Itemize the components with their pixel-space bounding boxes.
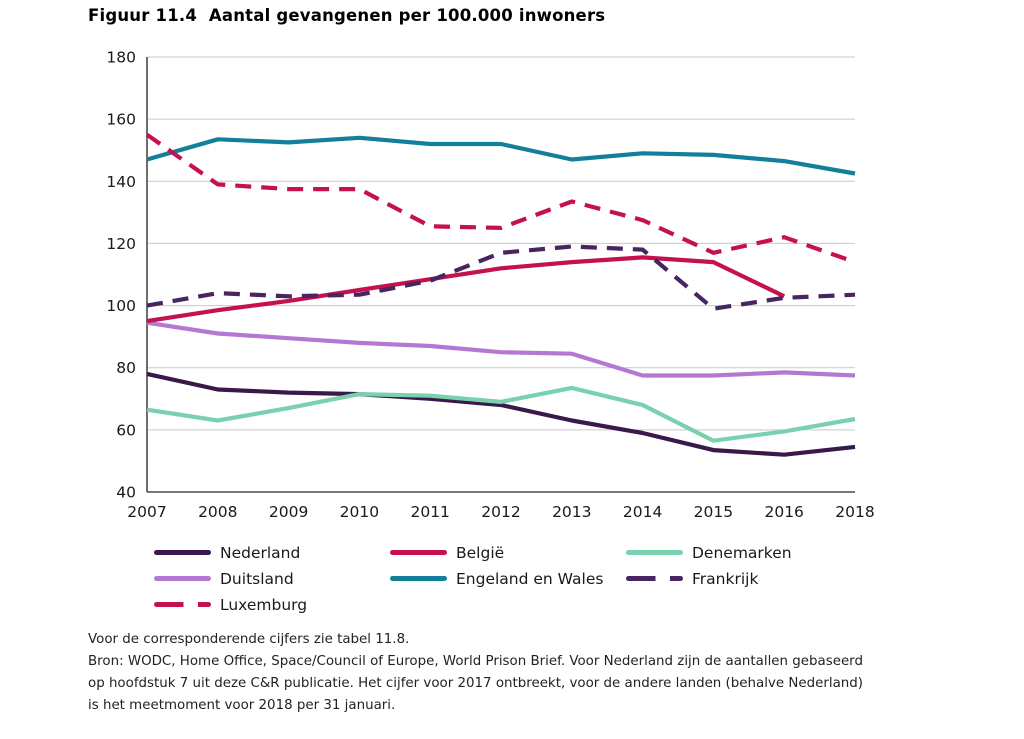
- page-title: Figuur 11.4 Aantal gevangenen per 100.00…: [88, 6, 606, 25]
- y-tick-label-160: 160: [106, 111, 136, 129]
- footnote-source: Bron: WODC, Home Office, Space/Council o…: [88, 654, 863, 713]
- frankrijk-line-swatch-icon: [626, 576, 683, 581]
- x-tick-label-2010: 2010: [340, 503, 379, 521]
- legend-label: België: [456, 543, 505, 562]
- x-tick-label-2014: 2014: [623, 503, 662, 521]
- x-tick-label-2012: 2012: [481, 503, 520, 521]
- luxemburg-line-swatch-icon: [154, 602, 211, 607]
- x-tick-label-2009: 2009: [269, 503, 308, 521]
- y-tick-label-180: 180: [106, 49, 136, 67]
- x-tick-label-2015: 2015: [694, 503, 733, 521]
- line-duitsland: [146, 320, 856, 378]
- y-tick-label-120: 120: [106, 235, 136, 253]
- line-denemarken: [146, 385, 856, 443]
- line-nederland: [146, 371, 856, 457]
- line-frankrijk: [146, 244, 856, 311]
- legend-label: Nederland: [220, 543, 301, 562]
- legend-item-denemarken: Denemarken: [626, 543, 926, 562]
- line-engeland-en-wales: [146, 135, 856, 176]
- legend-item-frankrijk: Frankrijk: [626, 569, 926, 588]
- denemarken-line-swatch-icon: [626, 550, 683, 555]
- legend-item-duitsland: Duitsland: [154, 569, 390, 588]
- legend-label: Luxemburg: [220, 595, 308, 614]
- y-tick-label-100: 100: [106, 297, 136, 315]
- y-tick-label-60: 60: [116, 421, 136, 439]
- belgie-line-swatch-icon: [390, 550, 447, 555]
- x-tick-label-2013: 2013: [552, 503, 591, 521]
- footnote-reference: Voor de corresponderende cijfers zie tab…: [88, 632, 410, 647]
- legend-label: Denemarken: [692, 543, 792, 562]
- nederland-line-swatch-icon: [154, 550, 211, 555]
- line-luxemburg: [145, 132, 856, 265]
- y-tick-label-140: 140: [106, 173, 136, 191]
- x-tick-label-2011: 2011: [410, 503, 449, 521]
- duitsland-line-swatch-icon: [154, 576, 211, 581]
- footnotes: Voor de corresponderende cijfers zie tab…: [88, 629, 866, 717]
- legend-item-engeland-en-wales: Engeland en Wales: [390, 569, 626, 588]
- y-tick-label-80: 80: [116, 359, 136, 377]
- line-belgi-: [146, 255, 786, 324]
- x-tick-label-2008: 2008: [198, 503, 237, 521]
- x-tick-label-2016: 2016: [764, 503, 803, 521]
- legend-item-luxemburg: Luxemburg: [154, 595, 390, 614]
- y-tick-label-40: 40: [116, 484, 136, 502]
- chart-legend: Nederland België Denemarken Duitsland En…: [154, 543, 926, 614]
- legend-item-nederland: Nederland: [154, 543, 390, 562]
- legend-item-belgie: België: [390, 543, 626, 562]
- x-tick-label-2018: 2018: [835, 503, 874, 521]
- engeland-en-wales-line-swatch-icon: [390, 576, 447, 581]
- legend-label: Engeland en Wales: [456, 569, 604, 588]
- x-tick-label-2007: 2007: [127, 503, 166, 521]
- legend-label: Frankrijk: [692, 569, 759, 588]
- legend-label: Duitsland: [220, 569, 294, 588]
- prisoners-line-chart: 40 60 80 100 120 140 160 180 2007 2008 2009 2010 201…: [106, 49, 874, 522]
